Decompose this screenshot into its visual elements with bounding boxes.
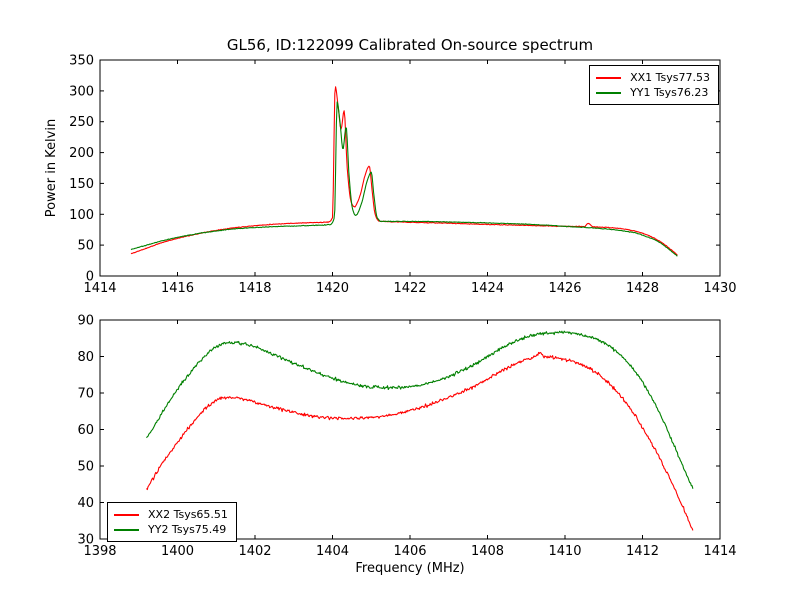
y-tick-label: 40	[77, 496, 94, 511]
x-tick-label: 1400	[161, 544, 194, 559]
x-tick-label: 1418	[238, 281, 271, 296]
bottom-plot-xlabel: Frequency (MHz)	[355, 561, 465, 576]
xx2-legend-label: XX2 Tsys65.51	[148, 508, 228, 521]
series-lines	[130, 86, 678, 257]
yy2-line-sample	[114, 528, 139, 531]
bottom-legend: XX2 Tsys65.51 YY2 Tsys75.49	[107, 502, 237, 542]
x-tick-label: 1398	[83, 544, 116, 559]
y-tick-label: 350	[69, 54, 94, 69]
x-tick-label: 1428	[626, 281, 659, 296]
x-tick-label: 1426	[548, 281, 581, 296]
y-tick-label: 90	[77, 314, 94, 329]
y-tick-label: 250	[69, 115, 94, 130]
yy1-legend-label: YY1 Tsys76.23	[630, 86, 709, 99]
top-plot: 1414 1416 1418 1420 1422 1424 1426 1428 1430 0 50 1…	[69, 54, 736, 297]
x-tick-label: 1420	[316, 281, 349, 296]
legend-entry-yy2: YY2 Tsys75.49	[114, 522, 228, 537]
x-tick-label: 1430	[703, 281, 736, 296]
x-tick-label: 1410	[548, 544, 581, 559]
x-tick-label: 1408	[471, 544, 504, 559]
legend-entry-xx1: XX1 Tsys77.53	[596, 70, 710, 85]
series-yy2-line	[146, 330, 694, 489]
x-tick-label: 1422	[393, 281, 426, 296]
xx1-legend-label: XX1 Tsys77.53	[630, 71, 710, 84]
series-xx2-line	[146, 351, 694, 531]
xx1-line-sample	[596, 76, 622, 79]
x-tick-label: 1414	[83, 281, 116, 296]
yy1-line-sample	[596, 91, 622, 94]
y-tick-label: 30	[77, 533, 94, 548]
yy2-legend-label: YY2 Tsys75.49	[148, 523, 227, 536]
x-tick-label: 1402	[238, 544, 271, 559]
x-tick-label: 1424	[471, 281, 504, 296]
x-tick-label: 1416	[161, 281, 194, 296]
x-tick-label: 1404	[316, 544, 349, 559]
tick-labels: 1414 1416 1418 1420 1422 1424 1426 1428 1430 0 50 1…	[69, 54, 736, 297]
y-tick-label: 50	[77, 460, 94, 475]
y-tick-label: 100	[69, 208, 94, 223]
tick-marks	[99, 59, 721, 277]
tick-labels: 1398 1400 1402 1404 1406 1408 1410 1412 1414 30 40…	[77, 314, 736, 560]
y-tick-label: 70	[77, 387, 94, 402]
bottom-plot: 1398 1400 1402 1404 1406 1408 1410 1412 1414 30 40…	[77, 314, 736, 560]
y-tick-label: 300	[69, 84, 94, 99]
y-tick-label: 0	[86, 270, 94, 285]
x-tick-label: 1414	[703, 544, 736, 559]
plot-title: GL56, ID:122099 Calibrated On-source spe…	[226, 36, 594, 54]
series-lines	[146, 330, 694, 531]
series-xx1-line	[130, 86, 678, 256]
tick-marks	[99, 319, 721, 540]
top-legend: XX1 Tsys77.53 YY1 Tsys76.23	[589, 65, 719, 105]
y-tick-label: 50	[77, 239, 94, 254]
y-tick-label: 150	[69, 177, 94, 192]
y-tick-label: 200	[69, 146, 94, 161]
x-tick-label: 1406	[393, 544, 426, 559]
xx2-line-sample	[114, 513, 139, 516]
y-tick-label: 60	[77, 423, 94, 438]
series-yy1-line	[130, 101, 678, 257]
legend-entry-xx2: XX2 Tsys65.51	[114, 507, 228, 522]
y-tick-label: 80	[77, 350, 94, 365]
legend-entry-yy1: YY1 Tsys76.23	[596, 85, 710, 100]
x-tick-label: 1412	[626, 544, 659, 559]
